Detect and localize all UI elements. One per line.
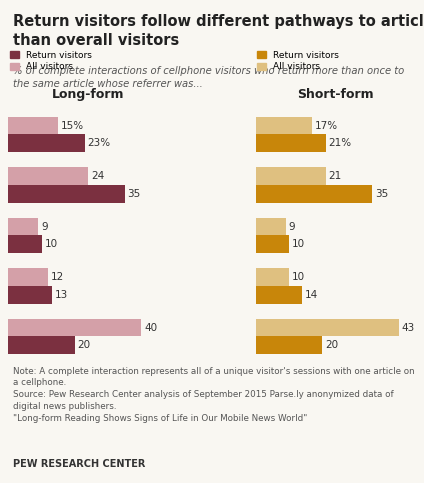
Bar (8, 319, 142, 336)
Text: % of complete interactions of cellphone visitors who return more than once to
th: % of complete interactions of cellphone … (13, 66, 404, 89)
Bar (256, 336, 322, 354)
Text: 13: 13 (54, 290, 67, 299)
Bar (256, 134, 326, 152)
Text: 23%: 23% (88, 138, 111, 148)
Bar (8, 286, 52, 303)
Title: Long-form: Long-form (52, 88, 125, 101)
Title: Short-form: Short-form (297, 88, 374, 101)
Bar (8, 167, 88, 185)
Bar (256, 218, 286, 235)
Text: 9: 9 (288, 222, 295, 231)
Bar (8, 336, 75, 354)
Text: 21%: 21% (329, 138, 351, 148)
Legend: Return visitors, All visitors: Return visitors, All visitors (10, 51, 92, 71)
Bar (256, 235, 289, 253)
Text: 20: 20 (78, 340, 91, 350)
Text: 10: 10 (292, 272, 305, 282)
Bar (256, 185, 372, 202)
Text: Return visitors follow different pathways to articles
than overall visitors: Return visitors follow different pathway… (13, 14, 424, 48)
Text: 35: 35 (128, 189, 141, 199)
Text: 40: 40 (144, 323, 157, 332)
Bar (256, 319, 399, 336)
Text: 35: 35 (375, 189, 388, 199)
Bar (256, 117, 312, 134)
Text: 21: 21 (329, 171, 342, 181)
Text: 14: 14 (305, 290, 318, 299)
Text: 24: 24 (91, 171, 104, 181)
Text: 20: 20 (325, 340, 338, 350)
Bar (8, 235, 42, 253)
Text: 43: 43 (402, 323, 415, 332)
Text: 17%: 17% (315, 120, 338, 130)
Bar (8, 185, 125, 202)
Text: Note: A complete interaction represents all of a unique visitor's sessions with : Note: A complete interaction represents … (13, 367, 414, 423)
Text: 9: 9 (41, 222, 47, 231)
Legend: Return visitors, All visitors: Return visitors, All visitors (257, 51, 339, 71)
Bar (256, 268, 289, 286)
Text: 15%: 15% (61, 120, 84, 130)
Bar (8, 218, 39, 235)
Bar (8, 268, 48, 286)
Bar (256, 167, 326, 185)
Bar (8, 117, 59, 134)
Text: PEW RESEARCH CENTER: PEW RESEARCH CENTER (13, 459, 145, 469)
Text: 10: 10 (292, 239, 305, 249)
Text: 10: 10 (45, 239, 58, 249)
Bar (8, 134, 85, 152)
Bar (256, 286, 302, 303)
Text: 12: 12 (51, 272, 64, 282)
